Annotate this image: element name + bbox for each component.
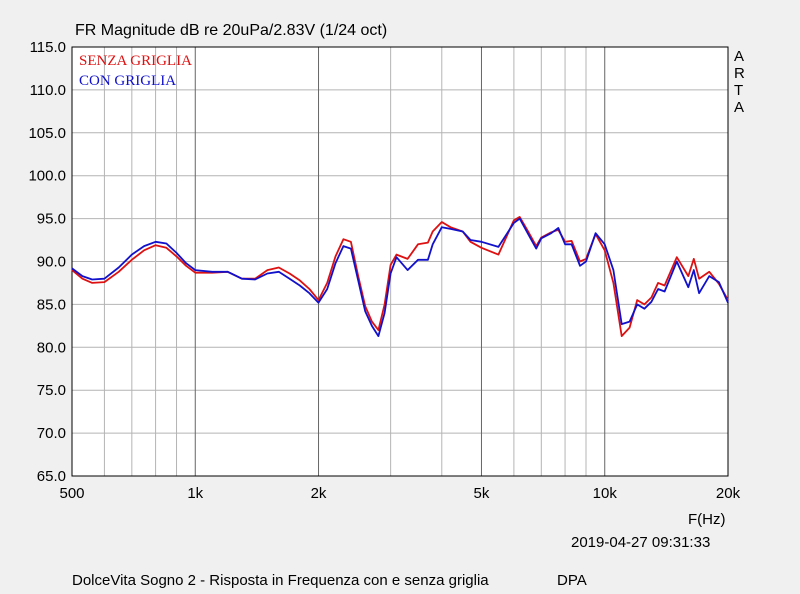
y-tick-label: 75.0 <box>37 382 66 399</box>
footer-code: DPA <box>557 572 587 589</box>
brand-label: ARTA <box>734 48 745 116</box>
x-tick-label: 1k <box>187 485 203 502</box>
y-tick-label: 110.0 <box>30 82 66 99</box>
y-tick-label: 80.0 <box>37 339 66 356</box>
legend-item-senza-griglia: SENZA GRIGLIA <box>79 53 192 69</box>
legend-item-con-griglia: CON GRIGLIA <box>79 73 177 89</box>
x-tick-label: 500 <box>59 485 84 502</box>
footer-description: DolceVita Sogno 2 - Risposta in Frequenz… <box>72 572 489 589</box>
series-line-senza-griglia <box>71 216 729 337</box>
y-tick-label: 90.0 <box>37 254 66 271</box>
series-line-con-griglia <box>71 217 729 337</box>
y-tick-label: 105.0 <box>28 125 66 142</box>
x-tick-label: 5k <box>474 485 490 502</box>
y-tick-label: 65.0 <box>37 468 66 485</box>
x-tick-label: 10k <box>593 485 618 502</box>
x-axis-unit-label: F(Hz) <box>688 511 726 528</box>
plot-frame <box>71 46 729 477</box>
x-tick-label: 20k <box>716 485 741 502</box>
y-tick-label: 85.0 <box>37 296 66 313</box>
y-tick-label: 95.0 <box>37 211 66 228</box>
timestamp: 2019-04-27 09:31:33 <box>571 534 711 551</box>
y-tick-label: 100.0 <box>28 168 66 185</box>
x-tick-label: 2k <box>311 485 327 502</box>
y-tick-label: 70.0 <box>37 425 66 442</box>
chart-title: FR Magnitude dB re 20uPa/2.83V (1/24 oct… <box>75 22 388 39</box>
y-tick-label: 115.0 <box>30 39 66 56</box>
